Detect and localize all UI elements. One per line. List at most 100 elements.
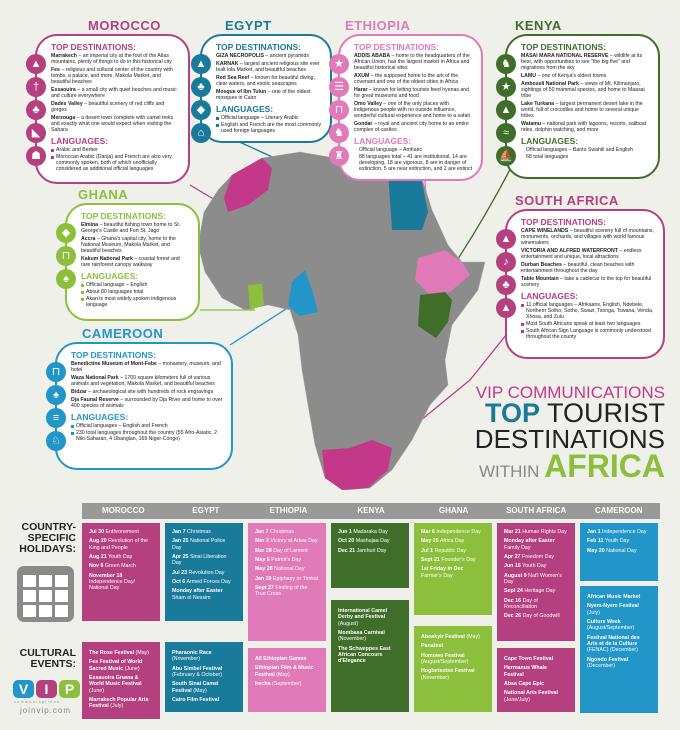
holiday-name: Founder's Day — [441, 557, 476, 564]
market-icon: ☰ — [329, 77, 349, 97]
destination-name: Accra — [81, 235, 96, 242]
destination-item: Marrakech – an imperial city at the foot… — [51, 53, 180, 66]
destination-description: – known for beautiful diving, clear wate… — [216, 74, 315, 87]
mosque-icon: ⌂ — [191, 123, 211, 143]
languages-heading: LANGUAGES: — [521, 290, 579, 301]
holiday-item: Apr 25 Sinai Liberation Day — [172, 554, 236, 567]
holiday-name: Independence Day/ National Day — [89, 579, 135, 592]
destination-name: Dades Valley — [51, 100, 83, 107]
event-when: (FENAC) (December) — [587, 647, 638, 654]
event-item: National Arts Festival (June/July) — [504, 690, 568, 703]
website-link[interactable]: joinvip.com — [20, 706, 72, 715]
holidays-cell-egypt: Jan 7 Christmas Jan 25 National Police Da… — [165, 523, 243, 621]
event-item: Hermanus Whale Festival — [504, 665, 568, 678]
event-name: Hogbetsotso Festival — [421, 668, 475, 675]
destination-item: Amboseli National Park – views of Mt. Ki… — [521, 81, 650, 100]
event-item: Nyem-Nyem Festival (July) — [587, 603, 651, 616]
event-item: Aboakyir Festival (May) — [421, 634, 485, 640]
destination-item: VICTORIA AND ALFRED WATERFRONT – endless… — [521, 248, 655, 261]
event-item: Pharaonic Race (November) — [172, 650, 236, 663]
holidays-cell-kenya: Jun 1 Madaraka Day Oct 20 Mashujaa Day Dec… — [331, 523, 409, 588]
icon-column: ♞ ★ ▲ ≈ ⛵ — [496, 54, 516, 166]
event-item: Homowo Festival (August/September) — [421, 653, 485, 666]
event-name: Cape Town Festival — [504, 656, 554, 662]
country-panel-cameroon: ⊓ ♠ ≡ ♘ TOP DESTINATIONS: Benedictine Museum … — [46, 342, 233, 470]
destination-name: Mosque of Ibn Tulun — [216, 88, 267, 95]
event-name: Cairo Film Festival — [172, 697, 220, 704]
event-name: Absa Cape Epic — [504, 681, 545, 688]
holiday-item: May 28 National Day — [255, 566, 319, 572]
holiday-name: Day of Reconciliation — [504, 597, 538, 611]
event-when: (February & October) — [172, 672, 223, 679]
country-title-kenya: KENYA — [515, 18, 562, 33]
logo-p: P — [59, 680, 80, 698]
holiday-date: Dec 26 — [504, 613, 522, 620]
destination-item: KARNAK – largest ancient religious site … — [216, 61, 322, 74]
destination-item: Kakum National Park – coastal forest and… — [81, 256, 190, 269]
event-item: Festival National des Arts et de la Cult… — [587, 635, 651, 654]
top-destinations-heading: TOP DESTINATIONS: — [521, 217, 607, 227]
holiday-item: Monday after Easter Family Day — [504, 538, 568, 551]
event-item: Essauoira Gnawa & World Music Festival (… — [89, 675, 153, 694]
destination-description: – beautiful, clean beaches with entertai… — [521, 261, 635, 274]
country-panel-kenya: ♞ ★ ▲ ≈ ⛵ TOP DESTINATIONS: MASAI MARA NATIONA… — [496, 34, 660, 179]
logo-subtitle: communications — [14, 700, 61, 704]
holiday-name: Heritage Day — [524, 588, 556, 595]
event-name: Marrakech Popular Arts Festival — [89, 697, 149, 710]
event-when: (June) — [89, 687, 105, 694]
holiday-name: Freedom Day — [521, 554, 555, 561]
map-morocco — [224, 158, 272, 212]
icon-column: ▲ ♣ ◆ ⌂ — [191, 54, 211, 143]
holiday-date: Monday after Easter — [172, 588, 223, 595]
country-title-cameroon: CAMEROON — [82, 326, 164, 341]
holidays-cell-south_africa: Mar 21 Human Rights Day Monday after East… — [497, 523, 575, 641]
column-header-morocco: MOROCCO — [101, 506, 145, 515]
holiday-item: Monday after Easter Sham el Nessim — [172, 588, 236, 601]
icon-column: ◆ ⊓ ♠ — [56, 223, 76, 289]
event-name: Nyem-Nyem Festival — [587, 603, 639, 610]
holiday-date: Mar 2 — [255, 538, 269, 545]
holiday-date: Monday after Easter — [504, 538, 555, 545]
holiday-date: Jul 23 — [172, 569, 188, 576]
event-name: National Arts Festival — [504, 690, 558, 697]
languages-heading: LANGUAGES: — [354, 135, 412, 146]
holiday-item: November 18 Independence Day/ National D… — [89, 573, 153, 592]
holiday-date: Jan 7 — [172, 529, 186, 535]
holidays-cell-morocco: Jul 30 Enthronement Aug 20 Revolution of … — [82, 523, 160, 621]
holiday-name: National Day — [606, 547, 637, 554]
event-when: (May) — [274, 671, 290, 678]
holiday-name: Patriot's Day — [271, 557, 302, 564]
museum-icon: ⊓ — [329, 100, 349, 120]
museum-icon: ⊓ — [56, 246, 76, 266]
languages-heading: LANGUAGES: — [71, 411, 129, 422]
country-title-south_africa: SOUTH AFRICA — [515, 193, 619, 208]
language-item: About 80 languages total — [81, 289, 190, 296]
destination-name: Watamu — [521, 120, 541, 127]
holiday-name: Green March — [104, 563, 136, 570]
events-cell-ghana: Aboakyir Festival (May) Panafest Homowo Fe… — [414, 626, 492, 712]
destination-name: Lake Turkana — [521, 100, 555, 107]
desert-icon: ☗ — [26, 146, 46, 166]
destination-description: – known for letting tourists feed hyenas… — [354, 86, 470, 99]
event-name: Mombasa Carnival — [338, 630, 385, 637]
destination-item: Red Sea Reef – known for beautiful divin… — [216, 74, 322, 88]
holidays-cell-cameroon: Jan 1 Independence Day Feb 11 Youth Day Ma… — [580, 523, 658, 581]
holiday-date: Dec 21 — [338, 547, 356, 554]
holiday-item: Jul 23 Revolution Day — [172, 570, 236, 576]
destination-description: – Ghana's capital city, home to the Nati… — [81, 235, 176, 254]
lion-icon: ♞ — [496, 54, 516, 74]
destination-description: – 1700 square kilometers full of various… — [71, 374, 215, 387]
destination-name: ADDIS ABABA — [354, 53, 391, 59]
map-south-africa — [322, 440, 392, 490]
holiday-item: Jan 25 National Police Day — [172, 538, 236, 551]
country-panel-ghana: ◆ ⊓ ♠ TOP DESTINATIONS: Elmina – beautiful f… — [56, 203, 200, 321]
llama-icon: ♘ — [46, 431, 66, 451]
language-item: Official languages – English and French — [71, 423, 223, 430]
top-destinations-heading: TOP DESTINATIONS: — [354, 42, 440, 52]
languages-heading: LANGUAGES: — [521, 135, 579, 146]
holiday-date: Aug 20 — [89, 538, 107, 545]
event-when: (November) — [172, 656, 200, 663]
map-ethiopia — [415, 250, 470, 295]
event-name: African Music Market — [587, 594, 641, 600]
column-header-cameroon: CAMEROON — [594, 506, 643, 515]
